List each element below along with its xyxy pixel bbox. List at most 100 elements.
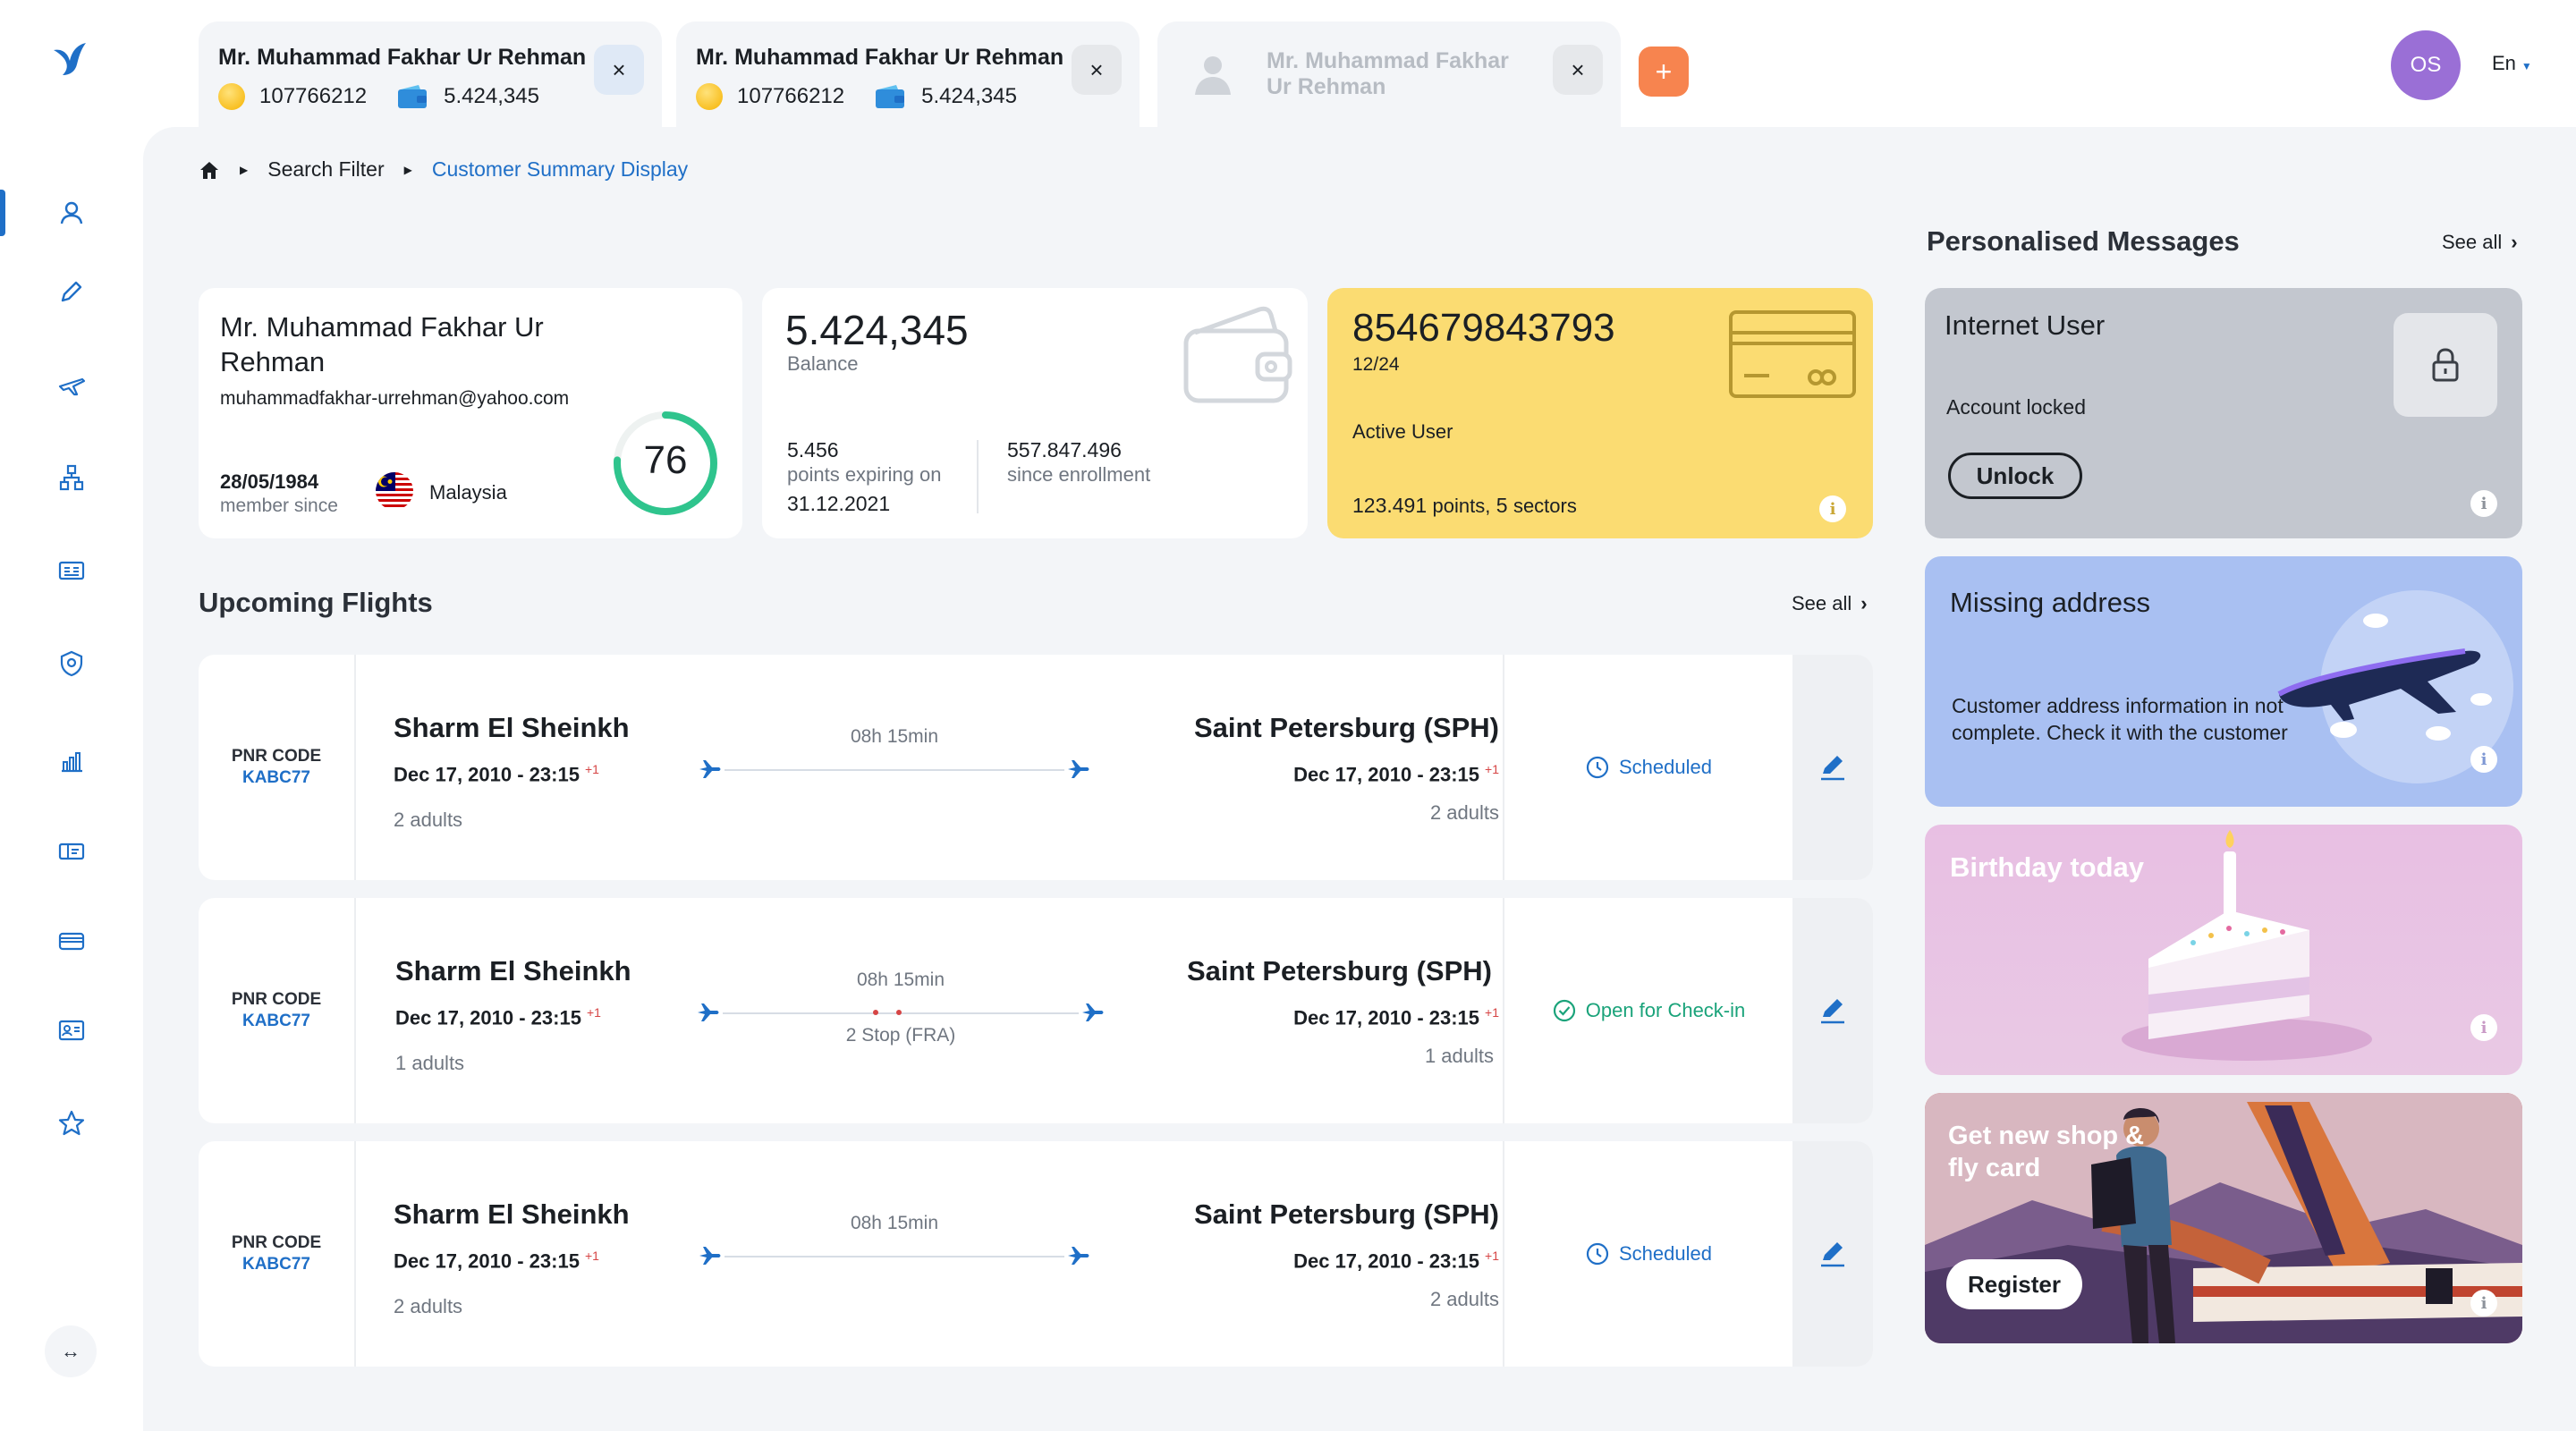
add-tab-button[interactable]: +	[1639, 47, 1689, 97]
day-offset: +1	[1485, 1249, 1499, 1263]
flight-row[interactable]: PNR CODE KABC77 Sharm El Sheinkh Dec 17,…	[199, 898, 1873, 1123]
flight-row[interactable]: PNR CODE KABC77 Sharm El Sheinkh Dec 17,…	[199, 1141, 1873, 1367]
pnr-code[interactable]: KABC77	[242, 768, 311, 787]
info-icon[interactable]: i	[2470, 746, 2497, 773]
departure-plane-icon	[698, 1003, 719, 1021]
sidebar-item-security[interactable]	[0, 635, 143, 692]
chart-icon	[62, 752, 82, 773]
departure-datetime: Dec 17, 2010 - 23:15	[395, 1006, 581, 1029]
customer-tab-1[interactable]: Mr. Muhammad Fakhar Ur Rehman 107766212 …	[199, 21, 662, 127]
arrival-datetime: Dec 17, 2010 - 23:15	[1293, 1249, 1480, 1273]
credit-card-icon	[58, 932, 85, 951]
sidebar-item-cards[interactable]	[0, 912, 143, 970]
day-offset: +1	[1485, 1005, 1499, 1020]
edit-flight-button[interactable]	[1792, 898, 1873, 1123]
card-sectors-value: 5	[1496, 494, 1508, 517]
message-title: Get new shop & fly card	[1948, 1122, 2145, 1182]
message-birthday: Birthday today i	[1925, 825, 2522, 1075]
departure-datetime: Dec 17, 2010 - 23:15	[394, 763, 580, 786]
info-icon[interactable]: i	[2470, 1014, 2497, 1041]
stops-info: 2 Stop (FRA)	[845, 1025, 956, 1046]
close-tab-button[interactable]: ×	[594, 45, 644, 95]
message-subtitle: Account locked	[1946, 395, 2086, 419]
enrollment-points: 557.847.496	[1007, 438, 1122, 461]
arrival-date: Dec 17, 2010 - 23:15 +1	[1293, 1249, 1499, 1273]
sidebar-item-analytics[interactable]	[0, 732, 143, 789]
register-button[interactable]: Register	[1946, 1259, 2082, 1309]
close-tab-button[interactable]: ×	[1553, 45, 1603, 95]
day-offset: +1	[586, 1005, 601, 1020]
card-points-summary: 123.491 points, 5 sectors	[1352, 494, 1577, 518]
avatar[interactable]: OS	[2391, 30, 2461, 100]
tab-customer-name: Mr. Muhammad Fakhar Ur Rehman	[696, 45, 1064, 70]
departure-plane-icon	[699, 1247, 721, 1265]
flight-status-text: Open for Check-in	[1585, 999, 1746, 1021]
sidebar-item-hierarchy[interactable]	[0, 449, 143, 506]
messages-see-all-link[interactable]: See all ›	[2442, 231, 2518, 254]
route-path	[724, 1256, 1064, 1257]
customer-email: muhammadfakhar-urrehman@yahoo.com	[220, 388, 570, 409]
customer-name: Mr. Muhammad Fakhar Ur Rehman	[220, 311, 544, 377]
membership-card: 854679843793 12/24 Active User 123.491 p…	[1327, 288, 1873, 538]
message-title: Missing address	[1950, 587, 2150, 618]
coin-icon	[696, 83, 723, 110]
info-icon[interactable]: i	[2470, 1290, 2497, 1317]
language-selector[interactable]: En ▼	[2492, 52, 2532, 75]
tab-wallet: 5.424,345	[444, 84, 539, 108]
profile-card: Mr. Muhammad Fakhar Ur Rehman muhammadfa…	[199, 288, 742, 538]
collapse-sidebar-button[interactable]: ↔	[45, 1325, 97, 1377]
cake-illustration	[2122, 830, 2372, 1061]
edit-flight-button[interactable]	[1792, 655, 1873, 880]
sidebar-item-id[interactable]	[0, 542, 143, 599]
info-icon[interactable]: i	[1819, 495, 1846, 522]
arrival-plane-icon	[1068, 760, 1089, 778]
breadcrumb-search-filter[interactable]: Search Filter	[267, 157, 385, 181]
destination-city: Saint Petersburg (SPH)	[1193, 712, 1499, 743]
bird-logo-icon[interactable]	[50, 39, 89, 79]
customer-tab-3[interactable]: Mr. Muhammad Fakhar Ur Rehman ×	[1157, 21, 1621, 127]
edit-flight-button[interactable]	[1792, 1141, 1873, 1367]
departure-datetime: Dec 17, 2010 - 23:15	[394, 1249, 580, 1273]
message-title: Internet User	[1945, 309, 2106, 341]
day-offset: +1	[584, 762, 599, 776]
card-number: 854679843793	[1352, 306, 1615, 350]
unlock-button[interactable]: Unlock	[1948, 453, 2082, 499]
home-icon[interactable]	[199, 160, 220, 180]
close-tab-button[interactable]: ×	[1072, 45, 1122, 95]
chevron-down-icon: ▼	[2521, 60, 2532, 72]
customer-tab-2[interactable]: Mr. Muhammad Fakhar Ur Rehman 107766212 …	[676, 21, 1140, 127]
route-line: 08h 15min 2 Stop (FRA)	[696, 970, 1106, 1050]
contact-card-icon	[58, 1020, 85, 1041]
balance-label: Balance	[787, 352, 859, 375]
language-label: En	[2492, 52, 2516, 74]
sidebar: ↔	[0, 0, 143, 1431]
flight-row[interactable]: PNR CODE KABC77 Sharm El Sheinkh Dec 17,…	[199, 655, 1873, 880]
sidebar-item-favorites[interactable]	[0, 1095, 143, 1152]
sidebar-item-profile[interactable]	[0, 184, 143, 241]
pnr-code[interactable]: KABC77	[242, 1012, 311, 1030]
pencil-icon	[61, 281, 82, 302]
flight-status: Open for Check-in	[1503, 898, 1792, 1123]
pnr-code[interactable]: KABC77	[242, 1255, 311, 1274]
tab-points: 107766212	[737, 84, 845, 108]
sidebar-item-edit[interactable]	[0, 263, 143, 320]
info-icon[interactable]: i	[2470, 490, 2497, 517]
flights-see-all-link[interactable]: See all ›	[1792, 592, 1868, 615]
message-title: Birthday today	[1950, 851, 2145, 883]
breadcrumb: ▶ Search Filter ▶ Customer Summary Displ…	[199, 157, 688, 182]
chevron-right-icon: ›	[2511, 231, 2518, 253]
user-icon	[60, 201, 83, 224]
star-icon	[58, 1110, 85, 1136]
origin-passengers: 2 adults	[394, 809, 463, 831]
expiring-label: points expiring on	[787, 463, 942, 486]
sidebar-item-flights[interactable]	[0, 356, 143, 413]
hierarchy-icon	[59, 464, 84, 491]
stop-marker	[873, 1010, 878, 1015]
plane-icon	[58, 377, 86, 396]
sidebar-item-contacts[interactable]	[0, 1002, 143, 1059]
pnr-cell: PNR CODE KABC77	[199, 898, 356, 1123]
pencil-icon	[1821, 756, 1844, 781]
card-points-label: points,	[1432, 495, 1491, 517]
arrival-plane-icon	[1068, 1247, 1089, 1265]
sidebar-item-tickets[interactable]	[0, 823, 143, 880]
